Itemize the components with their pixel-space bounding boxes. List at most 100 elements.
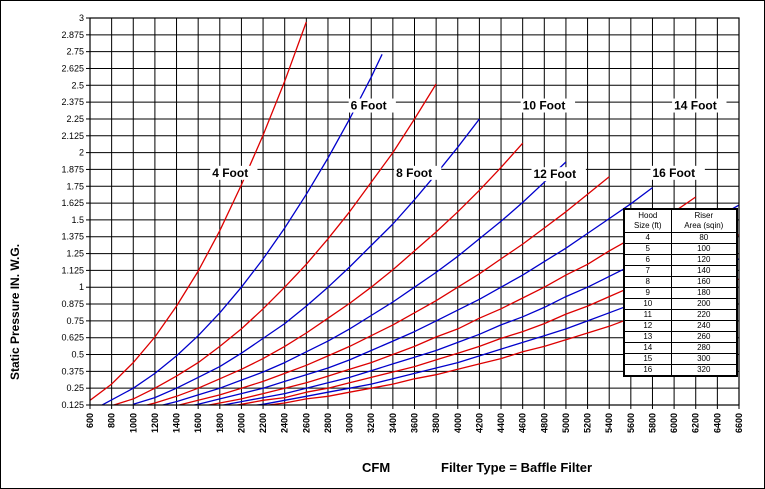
x-tick-label: 3200 (366, 413, 376, 433)
series-line-9-foot (160, 161, 567, 405)
y-tick-label: 0.375 (61, 366, 84, 376)
x-tick-label: 3600 (410, 413, 420, 433)
legend-riser-area-cell: 160 (670, 276, 738, 288)
y-tick-label: 1.125 (61, 265, 84, 275)
y-tick-label: 2.875 (61, 30, 84, 40)
legend-riser-area-cell: 260 (670, 331, 738, 343)
legend-hood-size-cell: 14 (624, 342, 672, 354)
legend-riser-area-cell: 80 (670, 232, 738, 244)
series-line-5-foot (100, 54, 383, 405)
series-line-8-foot (144, 142, 524, 405)
legend-riser-area-cell: 240 (670, 320, 738, 332)
series-line-11-foot (190, 187, 653, 405)
x-tick-label: 5400 (604, 413, 614, 433)
legend-hood-size-cell: 5 (624, 243, 672, 255)
legend-row: 5 100 (624, 243, 738, 255)
x-tick-label: 1600 (193, 413, 203, 433)
hood-size-legend-table: Hood Size (ft) Riser Area (sqin) 4 80 5 100… (623, 208, 738, 377)
x-tick-label: 4600 (518, 413, 528, 433)
curve-annotation: 8 Foot (396, 166, 432, 180)
annotation-bg (394, 165, 442, 180)
legend-row: 12 240 (624, 320, 738, 332)
x-tick-label: 5200 (583, 413, 593, 433)
x-tick-label: 2000 (236, 413, 246, 433)
y-tick-label: 1.25 (66, 249, 84, 259)
series-line-12-foot (205, 196, 697, 405)
legend-riser-area-cell: 220 (670, 309, 738, 321)
curve-annotation: 14 Foot (674, 99, 717, 113)
legend-row: 6 120 (624, 254, 738, 266)
curve-annotation: 16 Foot (652, 166, 695, 180)
y-tick-label: 0.5 (71, 350, 84, 360)
x-tick-label: 800 (107, 413, 117, 428)
y-tick-label: 2.125 (61, 131, 84, 141)
series-line-10-foot (176, 176, 610, 405)
x-tick-label: 4800 (539, 413, 549, 433)
x-tick-label: 6200 (691, 413, 701, 433)
x-tick-label: 5000 (561, 413, 571, 433)
y-tick-label: 2.5 (71, 80, 84, 90)
legend-row: 4 80 (624, 232, 738, 244)
legend-hood-size-cell: 9 (624, 287, 672, 299)
x-tick-label: 1400 (172, 413, 182, 433)
legend-row: 10 200 (624, 298, 738, 310)
y-tick-label: 0.125 (61, 400, 84, 410)
series-line-7-foot (133, 118, 480, 405)
x-tick-label: 1200 (150, 413, 160, 433)
curve-annotation: 4 Foot (212, 166, 248, 180)
legend-hood-size-cell: 7 (624, 265, 672, 277)
legend-riser-area-cell: 120 (670, 254, 738, 266)
x-tick-label: 4200 (474, 413, 484, 433)
y-tick-label: 0.25 (66, 383, 84, 393)
annotation-bg (210, 165, 258, 180)
annotation-bg (520, 98, 576, 113)
legend-riser-area-cell: 280 (670, 342, 738, 354)
legend-hood-size-cell: 6 (624, 254, 672, 266)
x-tick-label: 2200 (258, 413, 268, 433)
x-tick-label: 6400 (712, 413, 722, 433)
x-tick-label: 4000 (453, 413, 463, 433)
legend-riser-area-cell: 200 (670, 298, 738, 310)
annotation-bg (672, 98, 727, 113)
y-tick-label: 0.625 (61, 333, 84, 343)
x-tick-label: 1000 (128, 413, 138, 433)
x-axis-label: CFM (362, 460, 391, 475)
x-tick-label: 3400 (388, 413, 398, 433)
curve-annotation: 10 Foot (523, 99, 566, 113)
legend-riser-area-cell: 100 (670, 243, 738, 255)
x-tick-label: 600 (85, 413, 95, 428)
curve-annotation: 12 Foot (533, 167, 576, 181)
x-tick-label: 2400 (280, 413, 290, 433)
y-tick-label: 2.25 (66, 114, 84, 124)
legend-riser-area-cell: 140 (670, 265, 738, 277)
legend-hood-size-cell: 16 (624, 364, 672, 376)
y-tick-label: 1.75 (66, 181, 84, 191)
x-tick-label: 2800 (323, 413, 333, 433)
legend-hood-size-cell: 10 (624, 298, 672, 310)
x-tick-label: 5800 (647, 413, 657, 433)
y-tick-label: 2.625 (61, 63, 84, 73)
legend-row: 8 160 (624, 276, 738, 288)
y-tick-label: 2.75 (66, 47, 84, 57)
x-tick-label: 5600 (626, 413, 636, 433)
y-tick-label: 3 (79, 13, 84, 23)
y-tick-label: 0.875 (61, 299, 84, 309)
y-tick-label: 1 (79, 282, 84, 292)
annotation-bg (531, 167, 586, 182)
legend-hood-size-cell: 8 (624, 276, 672, 288)
y-tick-label: 1.5 (71, 215, 84, 225)
legend-riser-area-cell: 320 (670, 364, 738, 376)
legend-row: 16 320 (624, 364, 738, 376)
y-tick-label: 2.375 (61, 97, 84, 107)
x-tick-label: 6600 (734, 413, 744, 433)
legend-hood-size-cell: 13 (624, 331, 672, 343)
series-line-6-foot (111, 83, 437, 405)
legend-row: 13 260 (624, 331, 738, 343)
x-tick-label: 3800 (431, 413, 441, 433)
x-tick-label: 6000 (669, 413, 679, 433)
x-tick-label: 2600 (301, 413, 311, 433)
legend-riser-area-cell: 180 (670, 287, 738, 299)
y-tick-label: 1.875 (61, 164, 84, 174)
legend-row: 11 220 (624, 309, 738, 321)
legend-row: 7 140 (624, 265, 738, 277)
